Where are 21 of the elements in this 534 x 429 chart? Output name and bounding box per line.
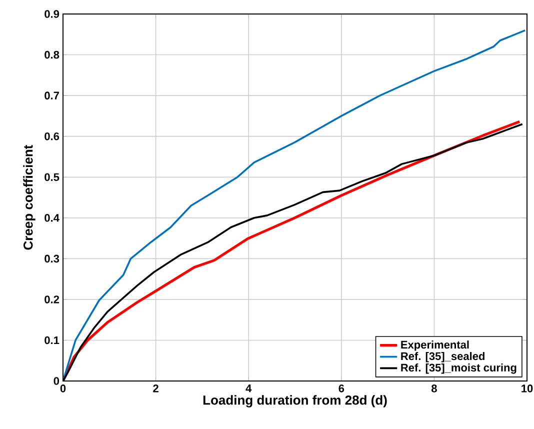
x-tick-label: 0	[60, 384, 66, 392]
y-tick-label: 0.6	[44, 132, 60, 140]
x-tick-label: 8	[431, 384, 437, 392]
x-tick-label: 2	[153, 384, 158, 392]
legend-label: Ref. [35]_sealed	[401, 352, 484, 362]
y-tick-label: 0.1	[44, 336, 60, 344]
x-tick-label: 10	[522, 384, 533, 392]
x-tick-label: 4	[246, 384, 252, 392]
y-tick-label: 0.3	[44, 254, 60, 263]
legend-label: Experimental	[401, 340, 469, 351]
y-tick-label: 0.9	[44, 10, 60, 18]
y-tick-label: 0.7	[44, 92, 59, 100]
legend-label: Ref. [35]_moist curing	[401, 363, 516, 374]
y-axis-title: Creep coefficient	[23, 144, 36, 250]
x-tick-label: 6	[338, 384, 344, 392]
x-axis-title: Loading duration from 28d (d)	[203, 395, 387, 408]
y-tick-label: 0.8	[44, 50, 60, 59]
y-tick-label: 0.2	[44, 296, 60, 304]
y-tick-label: 0.5	[44, 173, 60, 182]
y-tick-label: 0	[54, 377, 60, 385]
y-tick-label: 0.4	[44, 214, 60, 222]
